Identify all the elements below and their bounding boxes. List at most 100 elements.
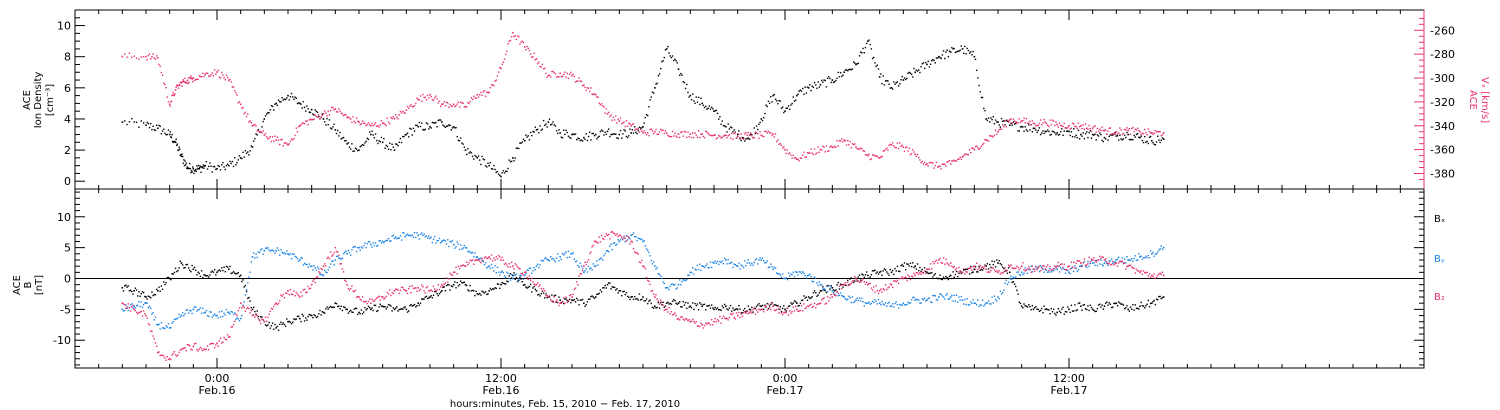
data-point [306,291,308,293]
data-point [203,274,205,276]
data-point [860,147,862,149]
data-point [886,80,888,82]
data-point [972,299,974,301]
data-point [450,273,452,276]
data-point [546,294,548,297]
bottom-left-axis-label-2: B [23,281,34,288]
data-point [273,140,275,142]
data-point [1118,256,1120,259]
data-point [271,249,274,252]
data-point [764,262,766,264]
data-point [417,98,419,101]
data-point [928,162,931,164]
data-point [189,309,191,312]
data-point [1076,259,1078,262]
data-point [378,126,380,128]
data-point [985,302,987,304]
data-point [932,58,934,61]
data-point [452,283,455,286]
data-point [1029,305,1031,308]
data-point [996,270,998,272]
data-point [284,142,287,144]
data-point [802,310,804,312]
data-point [340,263,342,265]
data-point [533,285,535,288]
data-point [855,277,857,280]
data-point [1131,308,1133,310]
data-point [997,262,999,264]
data-point [1138,136,1140,139]
data-point [799,302,802,305]
data-point [594,93,597,96]
data-point [290,92,293,95]
data-point [441,121,443,123]
x-tick-label-time: 12:00 [485,372,517,385]
data-point [760,134,763,137]
data-point [661,129,663,132]
data-point [121,302,124,304]
data-point [1050,133,1052,136]
data-point [158,286,160,288]
data-point [179,154,182,157]
data-point [405,133,408,136]
data-point [275,302,277,304]
data-point [1132,266,1134,269]
data-point [235,318,237,321]
data-point [468,261,470,264]
data-point [723,134,726,137]
data-point [186,343,189,346]
data-point [581,267,584,270]
data-point [495,79,497,81]
data-point [941,54,944,56]
data-point [599,241,602,243]
data-point [542,287,545,290]
data-point [824,289,826,292]
data-point [216,71,218,73]
data-point [681,74,683,76]
data-point [979,304,981,306]
data-point [520,278,522,280]
data-point [1158,295,1160,298]
data-point [1080,124,1082,127]
data-point [121,308,124,311]
data-point [971,269,973,272]
data-point [766,309,768,311]
data-point [644,132,647,134]
data-point [619,239,622,241]
data-point [749,311,752,313]
data-point [529,283,532,286]
data-point [860,279,862,281]
data-point [742,312,745,314]
data-point [634,251,636,253]
data-point [132,293,134,295]
data-point [307,124,309,126]
data-point [1115,262,1118,264]
data-point [777,139,779,141]
data-point [205,275,208,277]
data-point [716,112,719,115]
data-point [337,255,339,258]
data-point [424,128,426,131]
data-point [1049,313,1051,315]
data-point [690,306,693,309]
data-point [1033,123,1036,125]
data-point [901,276,903,278]
data-point [586,87,589,89]
data-point [1147,254,1149,257]
data-point [929,63,932,65]
data-point [718,309,720,311]
data-point [174,318,177,320]
data-point [452,243,455,246]
data-point [783,305,785,307]
data-point [533,283,535,285]
data-point [623,121,625,123]
data-point [1087,260,1089,263]
data-point [1073,123,1075,125]
data-point [516,147,519,149]
data-point [909,302,912,304]
data-point [1090,130,1093,132]
data-point [370,302,372,304]
data-point [863,276,865,278]
data-point [642,265,644,267]
data-point [848,295,850,298]
